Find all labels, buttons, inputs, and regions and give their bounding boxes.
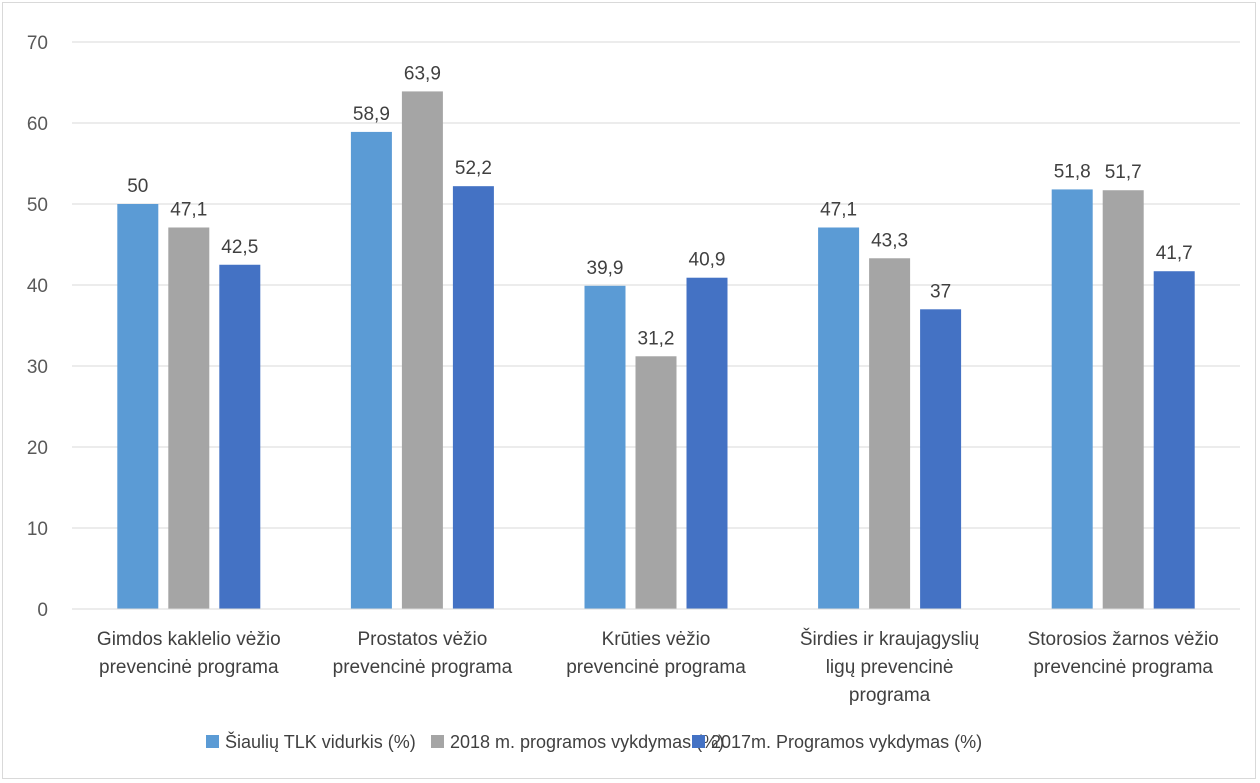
data-label: 43,3 <box>871 230 908 251</box>
data-label: 52,2 <box>455 158 492 179</box>
data-label: 39,9 <box>587 258 624 279</box>
y-tick-label: 0 <box>37 600 48 621</box>
data-label: 37 <box>930 281 951 302</box>
bar <box>869 258 911 609</box>
bar <box>818 227 860 610</box>
legend-label: 2018 m. programos vykdymas (%) <box>450 732 724 752</box>
data-label: 51,7 <box>1105 162 1142 183</box>
y-tick-label: 10 <box>27 519 48 540</box>
bar <box>1153 271 1195 609</box>
x-category-label: Prostatos vėžio <box>357 629 487 650</box>
y-tick-label: 30 <box>27 357 48 378</box>
data-label: 51,8 <box>1054 161 1091 182</box>
legend-label: Šiaulių TLK vidurkis (%) <box>225 731 416 752</box>
legend-swatch <box>206 735 219 748</box>
bar <box>452 186 494 609</box>
data-label: 63,9 <box>404 63 441 84</box>
data-label: 41,7 <box>1156 243 1193 264</box>
bar <box>1051 189 1093 610</box>
x-category-label: prevencinė programa <box>99 657 279 678</box>
bar <box>920 309 962 609</box>
legend-label: 2017m. Programos vykdymas (%) <box>711 732 982 752</box>
bar <box>350 131 392 609</box>
y-tick-label: 60 <box>27 114 48 135</box>
bar <box>584 285 626 609</box>
bar <box>219 264 261 609</box>
data-label: 47,1 <box>170 199 207 220</box>
data-label: 40,9 <box>689 250 726 271</box>
bar <box>635 356 677 609</box>
data-label: 47,1 <box>820 199 857 220</box>
x-category-label: Storosios žarnos vėžio <box>1028 629 1219 650</box>
data-label: 42,5 <box>221 237 258 258</box>
legend-swatch <box>431 735 444 748</box>
x-category-label: ligų prevencinė <box>826 657 954 678</box>
bar <box>1102 190 1144 610</box>
y-tick-label: 20 <box>27 438 48 459</box>
bar <box>401 91 443 609</box>
data-label: 58,9 <box>353 104 390 125</box>
x-category-label: programa <box>849 685 931 706</box>
x-category-label: Gimdos kaklelio vėžio <box>97 629 281 650</box>
x-category-label: prevencinė programa <box>333 657 513 678</box>
data-label: 50 <box>127 176 148 197</box>
x-category-label: prevencinė programa <box>566 657 746 678</box>
bar <box>686 277 728 609</box>
y-tick-label: 70 <box>27 33 48 54</box>
bar <box>117 204 159 609</box>
x-category-label: Širdies ir kraujagyslių <box>800 628 980 650</box>
bar <box>168 227 210 610</box>
x-category-label: Krūties vėžio <box>602 629 711 650</box>
data-label: 31,2 <box>638 328 675 349</box>
legend-swatch <box>692 735 705 748</box>
x-category-label: prevencinė programa <box>1033 657 1213 678</box>
y-tick-label: 40 <box>27 276 48 297</box>
y-tick-label: 50 <box>27 195 48 216</box>
